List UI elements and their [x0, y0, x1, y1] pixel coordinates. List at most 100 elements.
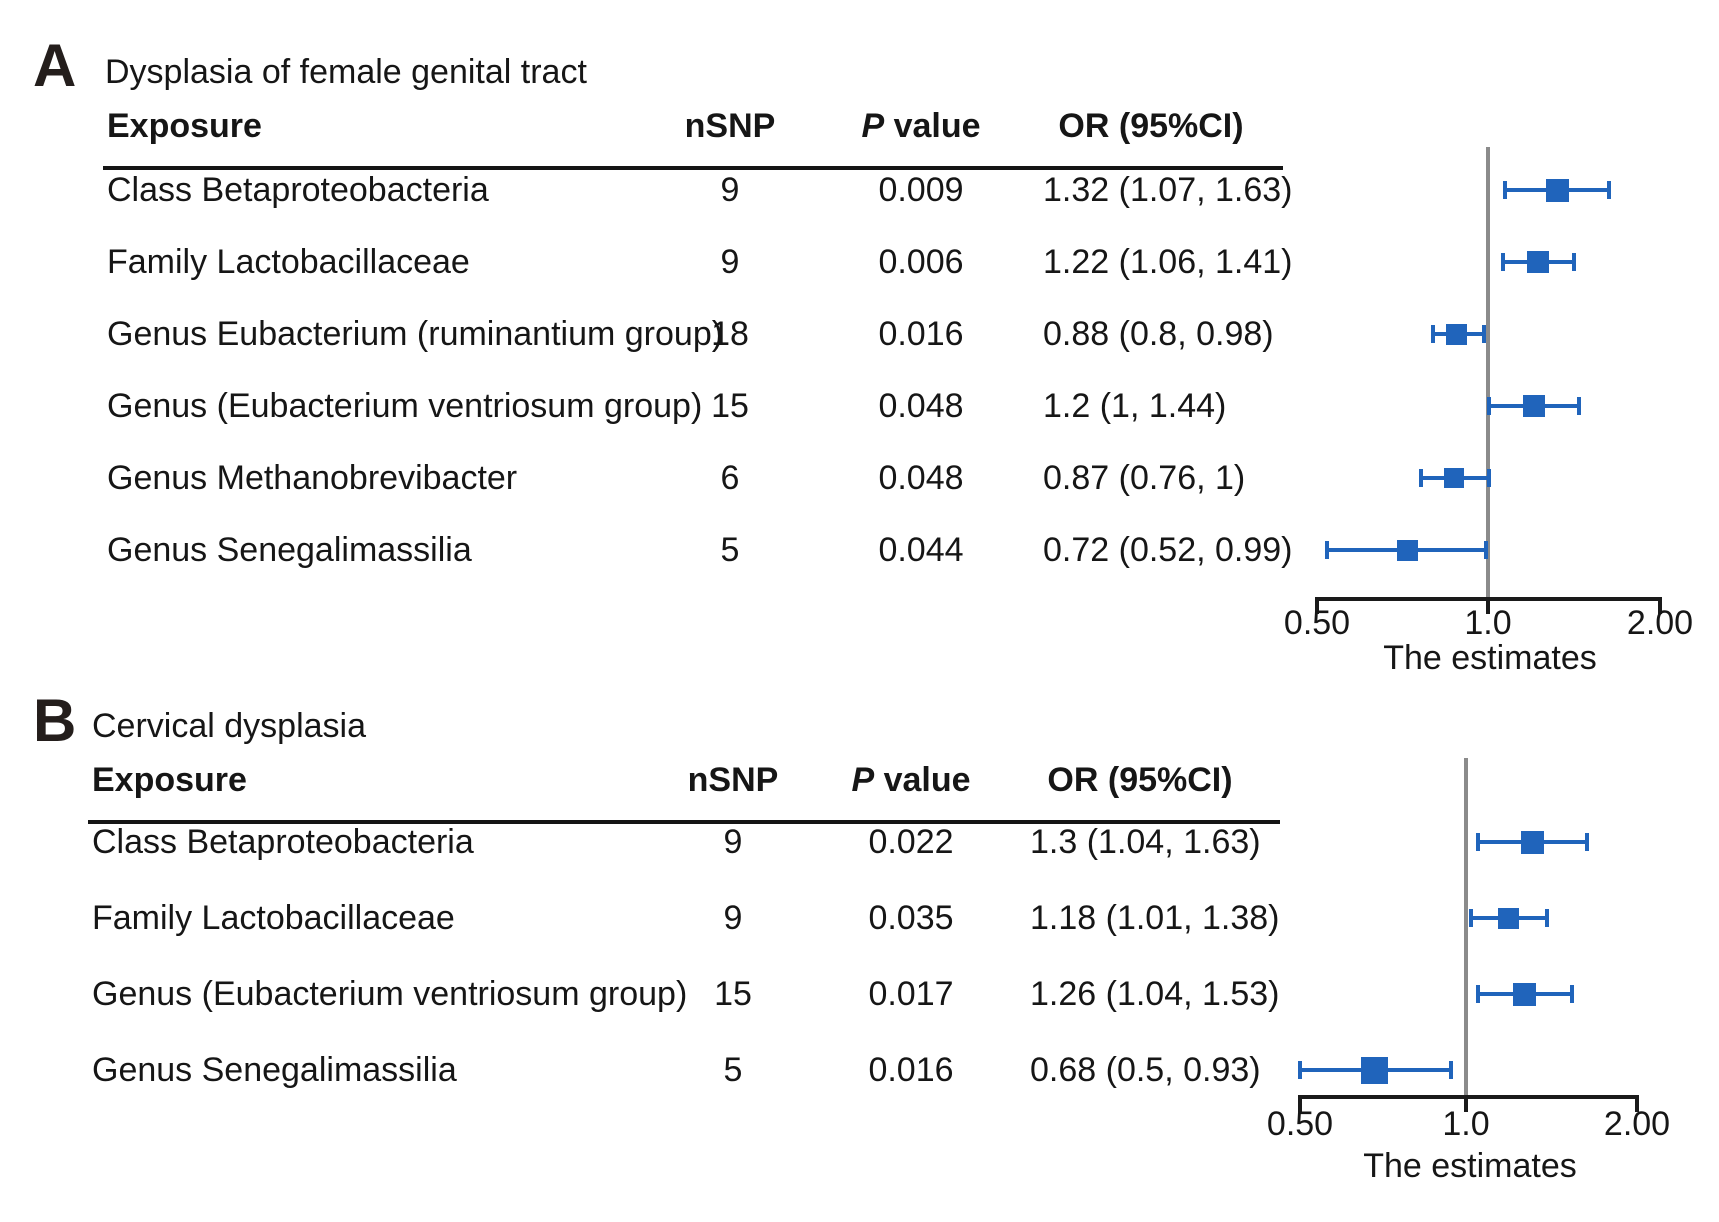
p-value-cell: 0.017 [868, 975, 954, 1013]
or-ci-cell: 1.22 (1.06, 1.41) [1043, 243, 1293, 281]
nsnp-cell: 15 [714, 975, 752, 1013]
column-header-exposure: Exposure [92, 761, 247, 799]
or-ci-cell: 1.26 (1.04, 1.53) [1030, 975, 1280, 1013]
exposure-cell: Genus Methanobrevibacter [107, 459, 518, 497]
forest-marker [1396, 539, 1418, 561]
x-axis-tick [1486, 597, 1490, 614]
p-value-cell: 0.016 [868, 1051, 954, 1089]
x-tick-label: 0.50 [1266, 1105, 1334, 1143]
forest-marker [1526, 251, 1549, 273]
ci-cap-right [1585, 833, 1590, 851]
panel-title: Dysplasia of female genital tract [105, 53, 587, 91]
x-axis-tick [1315, 597, 1319, 614]
exposure-cell: Genus (Eubacterium ventriosum group) [92, 975, 688, 1013]
nsnp-cell: 9 [720, 243, 740, 281]
column-header-p-value: P value [861, 106, 980, 146]
column-header-or-ci: OR (95%CI) [1047, 761, 1233, 799]
x-axis-tick [1658, 597, 1662, 614]
p-value-cell: 0.022 [868, 823, 954, 861]
ci-cap-right [1544, 909, 1549, 927]
exposure-cell: Class Betaproteobacteria [107, 171, 489, 209]
forest-marker [1513, 982, 1537, 1006]
ci-cap-right [1448, 1061, 1453, 1079]
x-axis-tick [1464, 1095, 1468, 1112]
exposure-cell: Genus Senegalimassilia [92, 1051, 457, 1089]
exposure-cell: Genus (Eubacterium ventriosum group) [107, 387, 703, 425]
exposure-cell: Family Lactobacillaceae [92, 899, 455, 937]
exposure-cell: Class Betaproteobacteria [92, 823, 474, 861]
x-tick-label: 2.00 [1626, 604, 1694, 642]
forest-marker [1444, 468, 1465, 488]
nsnp-cell: 6 [720, 459, 740, 497]
p-rest: value [884, 107, 981, 145]
or-ci-cell: 0.72 (0.52, 0.99) [1043, 531, 1293, 569]
p-value-cell: 0.006 [878, 243, 964, 281]
reference-line [1464, 758, 1468, 1095]
column-header-p-value: P value [851, 760, 970, 800]
ci-cap-right [1607, 181, 1612, 199]
ci-cap-left [1503, 181, 1508, 199]
reference-line [1486, 147, 1490, 597]
nsnp-cell: 15 [711, 387, 749, 425]
x-axis-tick [1298, 1095, 1302, 1112]
ci-cap-left [1298, 1061, 1302, 1079]
forest-marker [1520, 830, 1544, 854]
ci-cap-right [1571, 253, 1576, 271]
or-ci-cell: 0.68 (0.5, 0.93) [1030, 1051, 1261, 1089]
nsnp-cell: 5 [723, 1051, 743, 1089]
ci-cap-right [1569, 985, 1574, 1003]
x-axis-label: The estimates [1383, 639, 1597, 677]
x-axis-label: The estimates [1363, 1147, 1577, 1185]
or-ci-cell: 0.87 (0.76, 1) [1043, 459, 1246, 497]
forest-marker [1522, 395, 1545, 417]
ci-cap-left [1500, 253, 1505, 271]
x-tick-label: 0.50 [1283, 604, 1351, 642]
or-ci-cell: 1.2 (1, 1.44) [1043, 387, 1227, 425]
exposure-cell: Genus Senegalimassilia [107, 531, 472, 569]
or-ci-cell: 1.32 (1.07, 1.63) [1043, 171, 1293, 209]
p-value-cell: 0.016 [878, 315, 964, 353]
p-value-cell: 0.048 [878, 387, 964, 425]
x-tick-label: 2.00 [1603, 1105, 1671, 1143]
x-tick-label: 1.0 [1442, 1105, 1490, 1143]
exposure-cell: Genus Eubacterium (ruminantium group) [107, 315, 724, 353]
or-ci-cell: 1.18 (1.01, 1.38) [1030, 899, 1280, 937]
nsnp-cell: 18 [711, 315, 749, 353]
nsnp-cell: 9 [720, 171, 740, 209]
column-header-nsnp: nSNP [684, 107, 776, 145]
exposure-cell: Family Lactobacillaceae [107, 243, 470, 281]
p-value-cell: 0.035 [868, 899, 954, 937]
ci-cap-left [1476, 985, 1481, 1003]
p-rest: value [874, 761, 971, 799]
ci-cap-right [1484, 541, 1488, 559]
p-value-cell: 0.048 [878, 459, 964, 497]
forest-marker [1446, 323, 1468, 345]
forest-marker [1498, 907, 1520, 929]
ci-cap-left [1324, 541, 1329, 559]
or-ci-cell: 1.3 (1.04, 1.63) [1030, 823, 1261, 861]
ci-cap-right [1481, 325, 1486, 343]
forest-marker [1545, 178, 1569, 202]
header-underline [103, 166, 1283, 170]
x-tick-label: 1.0 [1464, 604, 1512, 642]
nsnp-cell: 9 [723, 823, 743, 861]
ci-cap-left [1476, 833, 1481, 851]
ci-cap-left [1431, 325, 1436, 343]
x-axis-line [1298, 1095, 1639, 1099]
column-header-exposure: Exposure [107, 107, 262, 145]
ci-cap-left [1468, 909, 1473, 927]
p-italic: P [861, 107, 885, 145]
panel-letter: B [33, 687, 77, 754]
p-value-cell: 0.044 [878, 531, 964, 569]
column-header-or-ci: OR (95%CI) [1058, 107, 1244, 145]
ci-cap-right [1486, 469, 1491, 487]
p-italic: P [851, 761, 875, 799]
or-ci-cell: 0.88 (0.8, 0.98) [1043, 315, 1274, 353]
panel-title: Cervical dysplasia [92, 707, 366, 745]
nsnp-cell: 9 [723, 899, 743, 937]
panel-letter: A [33, 32, 77, 99]
ci-cap-left [1418, 469, 1423, 487]
